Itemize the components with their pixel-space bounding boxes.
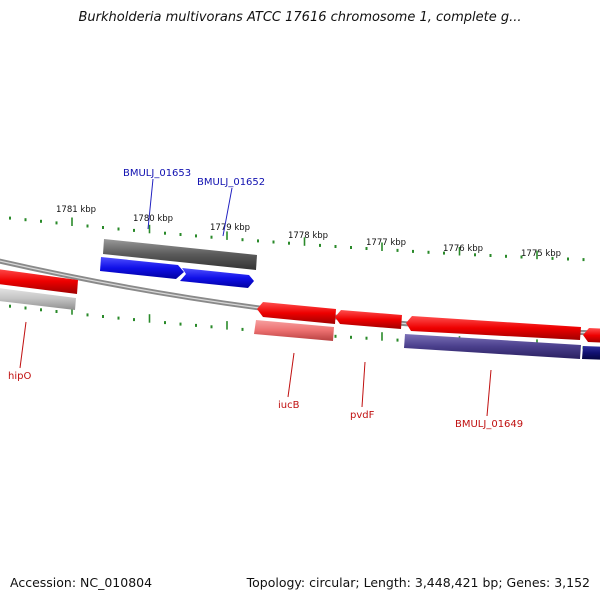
kbp-label: 1779 kbp (210, 223, 250, 233)
gene-label[interactable]: BMULJ_01652 (197, 177, 265, 188)
map-title: Burkholderia multivorans ATCC 17616 chro… (78, 10, 522, 25)
gene-label[interactable]: BMULJ_01653 (123, 168, 191, 179)
gene-arrow[interactable] (100, 257, 184, 279)
kbp-label: 1776 kbp (443, 244, 483, 254)
kbp-label: 1778 kbp (288, 231, 328, 241)
gene-arrow[interactable] (257, 302, 336, 324)
gene-label[interactable]: iucB (278, 400, 300, 411)
gene-arrow[interactable] (335, 310, 402, 329)
kbp-label: 1781 kbp (56, 205, 96, 215)
gene-arrow[interactable] (180, 268, 254, 288)
gene-label[interactable]: BMULJ_01649 (455, 419, 523, 430)
label-leaders (19, 178, 492, 417)
gene-arrow[interactable] (583, 328, 600, 343)
gene-arrow[interactable] (0, 287, 76, 310)
kbp-label: 1777 kbp (366, 238, 406, 248)
reverse-strand-genes (0, 268, 600, 360)
gene-label[interactable]: hipO (8, 371, 31, 382)
gene-labels: BMULJ_01653 BMULJ_01652 hipO iucB pvdF B… (8, 168, 523, 430)
chromosome-backbone (0, 258, 600, 336)
gene-label[interactable]: pvdF (350, 410, 375, 421)
kbp-label: 1775 kbp (521, 249, 561, 259)
accession-text: Accession: NC_010804 (10, 575, 153, 590)
kbp-labels: 1781 kbp 1780 kbp 1779 kbp 1778 kbp 1777… (56, 205, 561, 259)
gene-arrow[interactable] (254, 320, 334, 341)
kbp-label: 1780 kbp (133, 214, 173, 224)
gene-arrow[interactable] (103, 239, 257, 270)
gene-arrow[interactable] (582, 346, 600, 360)
gene-arrow[interactable] (404, 334, 581, 359)
gene-arrow[interactable] (406, 316, 581, 340)
forward-strand-genes (100, 239, 257, 288)
gene-arrow[interactable] (0, 268, 78, 294)
genome-summary: Topology: circular; Length: 3,448,421 bp… (246, 575, 590, 590)
outer-tick-row (9, 216, 585, 262)
